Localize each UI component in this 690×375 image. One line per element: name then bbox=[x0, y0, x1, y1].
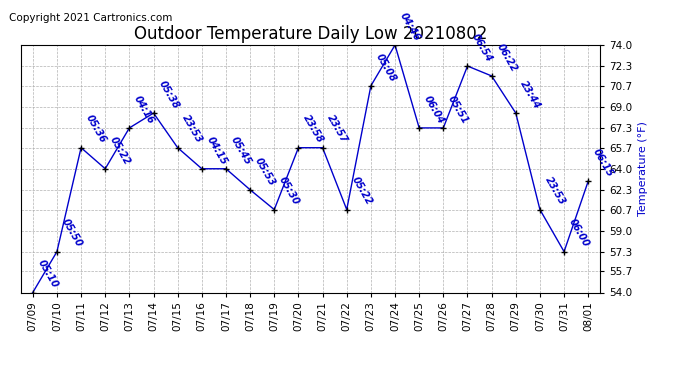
Text: Copyright 2021 Cartronics.com: Copyright 2021 Cartronics.com bbox=[9, 13, 172, 23]
Text: 06:00: 06:00 bbox=[567, 217, 591, 249]
Text: 06:04: 06:04 bbox=[422, 94, 446, 125]
Text: 23:53: 23:53 bbox=[543, 176, 567, 207]
Y-axis label: Temperature (°F): Temperature (°F) bbox=[638, 122, 648, 216]
Text: 05:22: 05:22 bbox=[350, 176, 374, 207]
Text: 06:22: 06:22 bbox=[495, 42, 519, 74]
Text: 05:53: 05:53 bbox=[253, 156, 277, 188]
Title: Outdoor Temperature Daily Low 20210802: Outdoor Temperature Daily Low 20210802 bbox=[134, 26, 487, 44]
Text: 05:38: 05:38 bbox=[157, 79, 181, 111]
Text: 04:16: 04:16 bbox=[132, 94, 157, 125]
Text: 23:53: 23:53 bbox=[181, 114, 205, 145]
Text: 05:36: 05:36 bbox=[84, 114, 108, 145]
Text: 05:51: 05:51 bbox=[446, 94, 471, 125]
Text: 05:45: 05:45 bbox=[229, 135, 253, 166]
Text: 05:22: 05:22 bbox=[108, 135, 132, 166]
Text: 23:44: 23:44 bbox=[519, 79, 543, 111]
Text: 06:54: 06:54 bbox=[471, 32, 495, 63]
Text: 05:50: 05:50 bbox=[60, 217, 84, 249]
Text: 23:58: 23:58 bbox=[302, 114, 326, 145]
Text: 05:08: 05:08 bbox=[374, 52, 398, 83]
Text: 05:30: 05:30 bbox=[277, 176, 302, 207]
Text: 05:10: 05:10 bbox=[36, 258, 60, 290]
Text: 06:15: 06:15 bbox=[591, 147, 615, 178]
Text: 23:57: 23:57 bbox=[326, 114, 350, 145]
Text: 04:46: 04:46 bbox=[398, 11, 422, 42]
Text: 04:15: 04:15 bbox=[205, 135, 229, 166]
